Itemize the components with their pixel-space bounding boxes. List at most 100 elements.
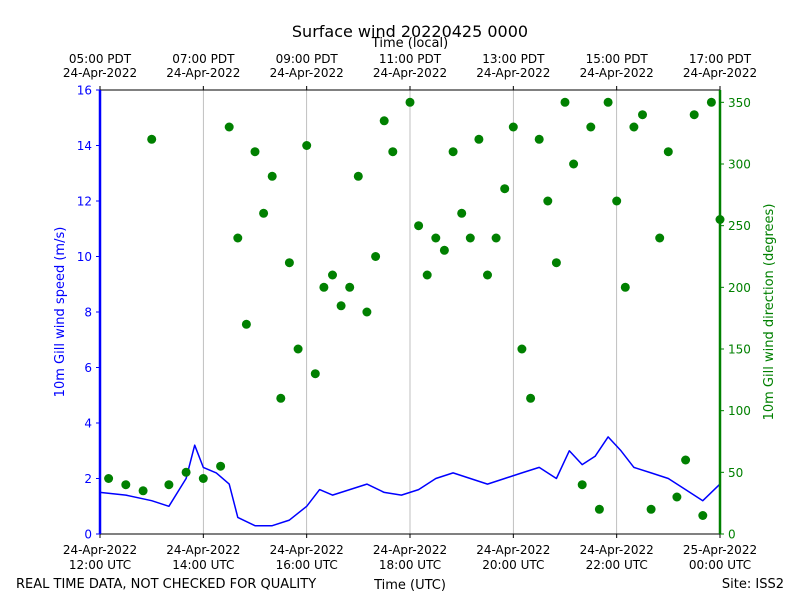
wind-direction-point [414,221,424,231]
wind-direction-point [216,461,226,471]
wind-direction-point [431,233,441,243]
wind-direction-point [233,233,243,243]
x-tick-time: 00:00 UTC [689,558,751,572]
top-tick-time: 13:00 PDT [482,52,545,66]
wind-direction-point [259,208,269,218]
wind-direction-point [698,511,708,520]
wind-direction-point [328,270,337,280]
wind-direction-point [517,344,527,354]
wind-direction-point [164,480,174,490]
x-tick-date: 24-Apr-2022 [63,543,137,557]
wind-direction-point [336,301,346,311]
wind-direction-point [284,258,294,268]
wind-direction-point [267,171,277,181]
top-tick-date: 24-Apr-2022 [166,66,240,80]
wind-direction-point [250,147,260,157]
right-tick-label: 150 [728,343,751,357]
top-tick-time: 11:00 PDT [379,52,442,66]
wind-direction-point [448,147,458,157]
bottom-axis-label: Time (UTC) [373,578,446,593]
left-axis-label: 10m Gill wind speed (m/s) [53,227,68,398]
top-tick-time: 09:00 PDT [276,52,339,66]
x-tick-time: 14:00 UTC [172,558,234,572]
wind-direction-point [672,492,682,502]
wind-direction-point [534,134,544,144]
wind-direction-point [594,504,604,514]
x-tick-date: 24-Apr-2022 [476,543,550,557]
wind-direction-point [500,184,510,194]
wind-direction-point [551,258,561,268]
quality-note: REAL TIME DATA, NOT CHECKED FOR QUALITY [16,577,316,592]
wind-direction-point [586,122,596,132]
x-tick-time: 22:00 UTC [586,558,648,572]
wind-speed-line [99,436,721,527]
x-tick-time: 18:00 UTC [379,558,441,572]
wind-direction-series [104,97,725,520]
right-tick-label: 200 [728,281,751,295]
wind-direction-point [224,122,234,132]
left-tick-label: 12 [77,195,92,209]
wind-direction-point [302,141,312,150]
wind-direction-point [422,270,432,280]
left-tick-label: 10 [77,250,92,264]
x-tick-date: 25-Apr-2022 [683,543,757,557]
wind-direction-point [345,282,355,292]
wind-direction-point [508,122,518,132]
top-tick-date: 24-Apr-2022 [373,66,447,80]
right-tick-label: 100 [728,404,751,418]
wind-direction-point [371,252,381,261]
wind-direction-point [620,282,630,292]
wind-direction-point [465,233,475,243]
wind-direction-point [560,97,570,107]
wind-direction-point [293,344,303,354]
wind-direction-point [543,196,553,206]
right-tick-label: 350 [728,96,751,110]
top-tick-time: 15:00 PDT [586,52,649,66]
x-tick-time: 12:00 UTC [69,558,131,572]
wind-direction-point [362,307,372,317]
left-tick-label: 16 [77,84,92,98]
wind-direction-point [577,480,587,490]
top-tick-time: 07:00 PDT [172,52,235,66]
x-tick-time: 16:00 UTC [276,558,338,572]
left-tick-label: 8 [84,306,92,320]
right-tick-label: 0 [728,528,736,542]
wind-direction-point [646,504,656,514]
top-tick-date: 24-Apr-2022 [683,66,757,80]
wind-direction-point [474,134,484,144]
wind-direction-point [706,97,716,107]
left-tick-label: 14 [77,139,92,153]
wind-direction-point [198,474,208,483]
top-tick-time: 17:00 PDT [689,52,752,66]
wind-speed-series [99,436,721,527]
wind-direction-point [612,196,622,206]
vertical-grid [202,90,618,534]
x-tick-date: 24-Apr-2022 [166,543,240,557]
top-tick-date: 24-Apr-2022 [580,66,654,80]
chart-title: Surface wind 20220425 0000 [292,22,528,41]
wind-direction-point [689,110,699,120]
wind-direction-point [104,474,114,483]
top-axis-label: Time (local) [371,36,448,51]
wind-direction-point [629,122,639,132]
right-tick-label: 300 [728,158,751,172]
x-tick-time: 20:00 UTC [482,558,544,572]
wind-direction-point [569,159,579,169]
top-tick-date: 24-Apr-2022 [476,66,550,80]
wind-direction-point [319,282,329,292]
right-tick-label: 50 [728,466,743,480]
wind-direction-point [388,147,398,157]
right-y-axis: 0 50 100 150 200 250 300 350 [720,96,751,542]
right-axis-label: 10m Gill wind direction (degrees) [762,204,777,421]
wind-direction-point [457,208,467,218]
wind-direction-point [379,116,389,126]
wind-direction-point [603,97,613,107]
wind-direction-point [276,393,286,403]
wind-direction-point [483,270,492,280]
top-tick-date: 24-Apr-2022 [270,66,344,80]
left-y-axis: 0 2 4 6 8 10 12 14 16 [77,84,100,542]
x-tick-date: 24-Apr-2022 [373,543,447,557]
right-tick-label: 250 [728,219,751,233]
